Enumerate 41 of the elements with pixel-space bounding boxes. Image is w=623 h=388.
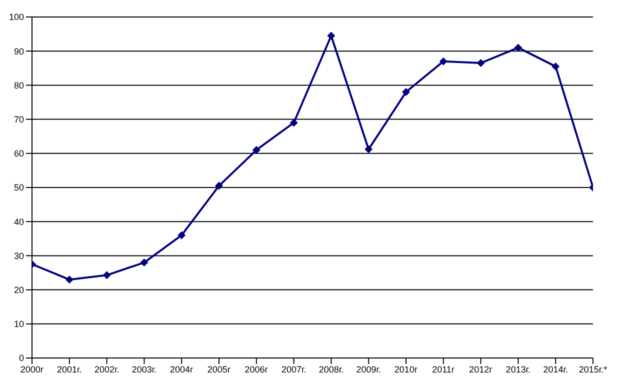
point <box>402 88 410 96</box>
point <box>102 271 111 280</box>
point <box>215 182 223 190</box>
x-tick-label: 2012г <box>469 364 494 374</box>
point <box>364 145 373 154</box>
point <box>65 276 74 284</box>
x-tick-label: 2004г <box>170 364 194 374</box>
x-tick-label: 2011г <box>432 364 456 374</box>
x-tick-label: 2014г. <box>543 364 568 374</box>
x-tick-label: 2000г <box>20 364 44 374</box>
point <box>178 231 186 240</box>
point <box>552 62 560 70</box>
y-tick-label: 70 <box>14 114 24 124</box>
point <box>327 32 336 40</box>
point <box>439 57 448 66</box>
x-tick-label: 2009г. <box>356 364 381 374</box>
point <box>514 44 522 52</box>
y-tick-label: 100 <box>8 12 24 22</box>
y-tick-label: 50 <box>14 182 24 193</box>
point <box>476 59 485 68</box>
x-tick-label: 2002г. <box>94 364 120 374</box>
point <box>252 146 260 154</box>
x-tick-label: 2010г <box>394 364 418 374</box>
y-tick-label: 40 <box>14 216 24 227</box>
x-tick-label: 2005г <box>207 364 232 374</box>
y-tick-label: 90 <box>14 46 24 56</box>
x-tick-label: 2008г. <box>318 364 344 374</box>
y-tick-label: 10 <box>14 319 24 330</box>
point <box>290 118 298 127</box>
x-tick-label: 2013г. <box>506 364 531 374</box>
x-tick-label: 2007г. <box>281 364 306 374</box>
y-tick-label: 30 <box>14 250 24 261</box>
x-tick-label: 2001г. <box>57 364 82 374</box>
x-tick-label: 2015г.* <box>578 364 608 374</box>
point <box>140 258 148 267</box>
x-tick-label: 2006г <box>244 364 269 374</box>
y-tick-label: 0 <box>18 353 24 364</box>
y-tick-label: 80 <box>14 80 24 90</box>
y-tick-label: 20 <box>14 284 24 295</box>
x-tick-label: 2003г. <box>132 364 157 374</box>
y-tick-label: 60 <box>14 148 24 159</box>
